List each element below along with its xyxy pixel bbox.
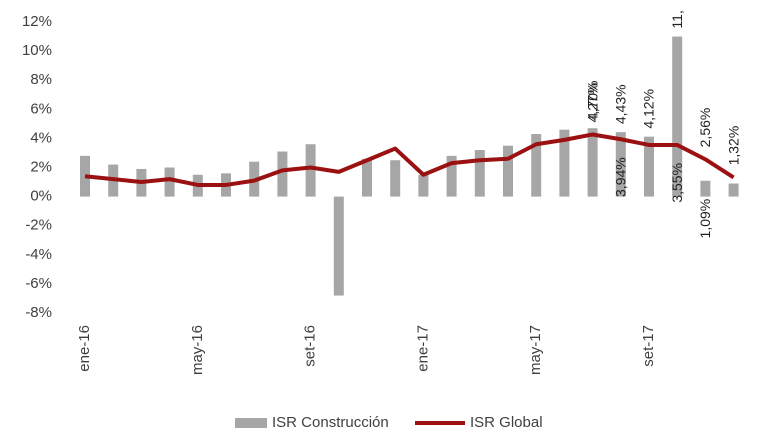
y-tick-label: 10%: [22, 42, 52, 59]
bar: [503, 145, 513, 197]
bar: [333, 196, 344, 296]
value-label: 4,12%: [641, 89, 657, 129]
legend-label: ISR Global: [470, 414, 543, 431]
bar: [277, 151, 288, 197]
y-tick-label: -6%: [25, 275, 52, 292]
bar: [164, 167, 175, 197]
y-tick-label: 2%: [30, 158, 52, 175]
bar: [728, 183, 739, 197]
bar: [474, 150, 485, 197]
bar: [587, 128, 598, 197]
y-tick-label: 4%: [30, 129, 52, 146]
y-tick-label: 8%: [30, 71, 52, 88]
bar: [672, 36, 683, 197]
y-tick-label: 0%: [30, 188, 52, 205]
line: [84, 132, 735, 187]
value-label: 11,: [669, 10, 685, 28]
x-tick-label: may-16: [189, 325, 206, 375]
x-tick-label: ene-16: [76, 325, 93, 372]
value-label: 4,43%: [613, 84, 629, 124]
x-tick-label: set-16: [302, 325, 319, 367]
value-label: 2,56%: [697, 108, 713, 148]
x-tick-label: may-17: [527, 325, 544, 375]
bar: [390, 160, 401, 197]
y-tick-label: 12%: [22, 13, 52, 30]
y-tick-label: -2%: [25, 217, 52, 234]
y-tick-label: 6%: [30, 100, 52, 117]
bar: [644, 136, 654, 197]
x-tick-label: set-17: [640, 325, 657, 367]
bar: [305, 144, 316, 197]
bar: [531, 134, 542, 197]
value-label: 1,32%: [725, 126, 741, 166]
legend-label: ISR Construcción: [272, 414, 389, 431]
bar: [446, 155, 457, 197]
value-label: 3,94%: [613, 157, 629, 197]
value-label: 4,27%: [584, 83, 600, 123]
bar: [362, 158, 372, 197]
bar: [700, 180, 711, 197]
legend-swatch: [235, 418, 267, 428]
value-label: 3,55%: [669, 163, 685, 203]
bar: [418, 174, 429, 197]
bar: [559, 129, 570, 197]
y-tick-label: -8%: [25, 304, 52, 321]
value-label: 1,09%: [697, 199, 713, 239]
x-tick-label: ene-17: [414, 325, 431, 372]
value-label: 4,70%: [584, 81, 600, 121]
bar: [615, 132, 626, 197]
y-tick-label: -4%: [25, 246, 52, 263]
